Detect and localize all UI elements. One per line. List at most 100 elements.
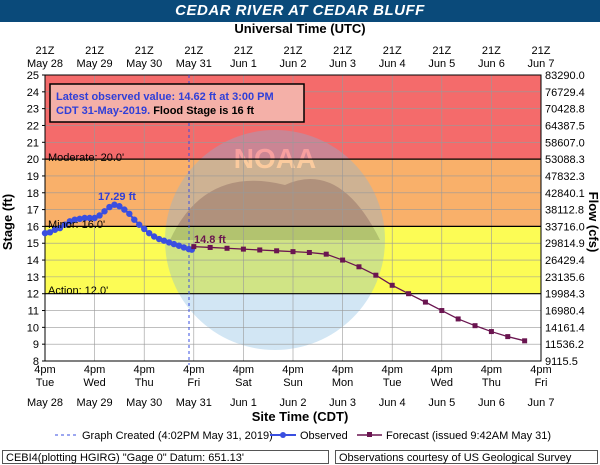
y-tick-label: 16 xyxy=(27,221,39,233)
bottom-tick-label-day: Sun xyxy=(283,377,303,389)
flow-tick-label: 11536.2 xyxy=(545,339,584,351)
moderate-stage-label: Moderate: 20.0' xyxy=(48,152,124,164)
bottom-tick-label-day: Tue xyxy=(36,377,55,389)
bottom-tick-label-time: 4pm xyxy=(282,364,303,376)
footer-datum: CEBI4(plotting HGIRG) "Gage 0" Datum: 65… xyxy=(2,450,329,464)
plot-frame xyxy=(44,74,542,362)
observed-point xyxy=(81,214,88,222)
flow-tick-label: 26429.4 xyxy=(545,255,585,267)
top-tick-label-date: May 29 xyxy=(77,58,113,70)
observed-point xyxy=(71,216,78,223)
top-tick-label-date: Jun 7 xyxy=(528,58,555,70)
flow-tick-label: 16980.4 xyxy=(545,306,585,318)
bottom-tick-label-time: 4pm xyxy=(381,364,402,376)
forecast-start-callout: 14.8 ft xyxy=(194,234,226,246)
action-stage-label: Action: 12.0' xyxy=(48,285,108,297)
bottom-tick-label-day: Fri xyxy=(187,377,200,389)
observed-point xyxy=(86,214,93,222)
flow-tick-label: 42840.1 xyxy=(545,188,585,200)
y-tick-label: 19 xyxy=(27,171,39,183)
top-tick-label-date: Jun 1 xyxy=(230,58,257,70)
top-tick-label-time: 21Z xyxy=(135,45,154,57)
forecast-point xyxy=(356,264,362,270)
observed-point xyxy=(165,239,173,246)
observed-point xyxy=(180,244,188,251)
flow-tick-label: 38112.8 xyxy=(545,205,584,217)
noaa-seal-circle xyxy=(165,130,385,350)
observed-point xyxy=(150,233,158,240)
observed-point xyxy=(111,201,118,208)
y-tick-label: 14 xyxy=(27,255,39,267)
legend-forecast-marker xyxy=(367,432,372,437)
top-tick-label-date: Jun 4 xyxy=(379,58,406,70)
flow-tick-label: 58607.0 xyxy=(545,137,585,149)
svg-text:CDT 31-May-2019. Flood Stage i: CDT 31-May-2019. Flood Stage is 16 ft xyxy=(56,105,254,117)
observed-point xyxy=(175,242,183,249)
bottom-tick-label-date: Jun 1 xyxy=(230,397,257,409)
top-tick-label-date: Jun 5 xyxy=(428,58,455,70)
bottom-tick-label-day: Thu xyxy=(482,377,501,389)
y-axis-right-label: Flow (cfs) xyxy=(586,192,600,253)
y-tick-label: 24 xyxy=(27,87,39,99)
bottom-tick-label-day: Fri xyxy=(535,377,548,389)
observed-point xyxy=(46,229,54,236)
top-tick-label-time: 21Z xyxy=(333,45,352,57)
y-tick-label: 10 xyxy=(27,322,39,334)
forecast-point xyxy=(406,291,412,297)
y-tick-label: 11 xyxy=(28,306,39,318)
forecast-point xyxy=(389,282,395,288)
bottom-tick-label-date: Jun 3 xyxy=(329,397,356,409)
legend-observed-marker xyxy=(280,432,286,438)
forecast-point xyxy=(505,334,511,340)
top-tick-label-time: 21Z xyxy=(284,45,303,57)
forecast-point xyxy=(340,257,346,263)
flow-tick-label: 33716.0 xyxy=(545,221,585,233)
footer-credit: Observations courtesy of US Geological S… xyxy=(335,450,598,464)
y-tick-label: 17 xyxy=(27,205,39,217)
flow-tick-label: 14161.4 xyxy=(545,322,585,334)
peak-callout: 17.29 ft xyxy=(98,191,136,203)
bottom-tick-label-time: 4pm xyxy=(233,364,254,376)
forecast-point xyxy=(240,246,246,252)
noaa-seal-logo: NOAA xyxy=(234,143,316,174)
observed-point xyxy=(51,226,59,233)
flow-tick-label: 19984.3 xyxy=(545,289,585,301)
y-tick-label: 25 xyxy=(27,70,39,82)
flow-tick-label: 83290.0 xyxy=(545,70,585,82)
title-bar xyxy=(0,0,600,22)
bottom-tick-label-time: 4pm xyxy=(332,364,353,376)
y-tick-label: 18 xyxy=(27,188,39,200)
top-tick-label-date: May 28 xyxy=(27,58,63,70)
observed-point xyxy=(56,224,64,232)
bottom-tick-label-day: Thu xyxy=(135,377,154,389)
observed-point xyxy=(91,214,98,222)
bottom-tick-label-date: Jun 4 xyxy=(379,397,406,409)
hydrograph-chart: NOAA 8 9 10 11 12 13 14 15 16 17 18 19 20 21 22 23 24 25 9… xyxy=(0,21,600,442)
flow-tick-label: 76729.4 xyxy=(545,87,585,99)
top-tick-label-time: 21Z xyxy=(234,45,253,57)
top-tick-label-time: 21Z xyxy=(36,45,55,57)
forecast-point xyxy=(257,247,263,253)
flow-tick-label: 64387.5 xyxy=(545,120,585,132)
forecast-point xyxy=(207,244,213,250)
forecast-point xyxy=(323,251,329,257)
top-tick-label-date: Jun 6 xyxy=(478,58,505,70)
top-tick-label-time: 21Z xyxy=(85,45,104,57)
flow-tick-label: 70428.8 xyxy=(545,104,585,116)
observed-point xyxy=(145,229,153,237)
bottom-tick-label-date: May 28 xyxy=(27,397,63,409)
y-tick-label: 8 xyxy=(33,356,39,368)
bottom-tick-label-time: 4pm xyxy=(530,364,551,376)
y-tick-label: 13 xyxy=(27,272,39,284)
observed-point xyxy=(61,221,69,228)
info-line2-date: CDT 31-May-2019. xyxy=(56,105,150,117)
flow-tick-label: 9115.5 xyxy=(545,356,578,368)
forecast-point xyxy=(306,249,312,255)
observed-point xyxy=(106,203,113,211)
y-tick-label: 21 xyxy=(27,137,39,149)
observed-point xyxy=(126,210,133,217)
y-axis-left-label: Stage (ft) xyxy=(0,194,15,250)
bottom-tick-label-date: Jun 6 xyxy=(478,397,505,409)
observed-point xyxy=(101,208,108,215)
y-tick-label: 15 xyxy=(27,238,39,250)
